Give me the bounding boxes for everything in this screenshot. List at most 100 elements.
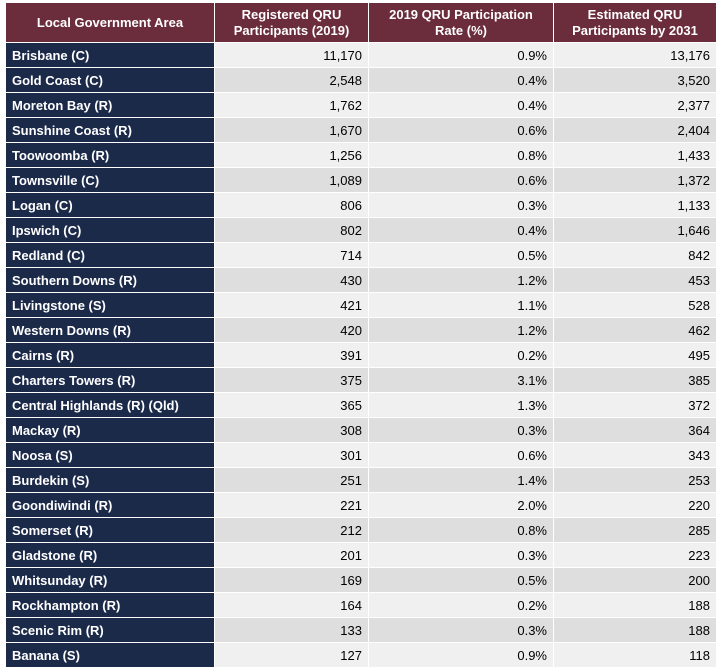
lga-cell: Gladstone (R)	[5, 542, 215, 568]
estimated-cell: 200	[553, 567, 717, 593]
rate-cell: 1.4%	[368, 467, 554, 493]
lga-cell: Mackay (R)	[5, 417, 215, 443]
lga-cell: Livingstone (S)	[5, 292, 215, 318]
estimated-cell: 1,433	[553, 142, 717, 168]
table-row: Ipswich (C) 802 0.4% 1,646	[5, 217, 717, 243]
table-row: Brisbane (C) 11,170 0.9% 13,176	[5, 42, 717, 68]
registered-cell: 365	[214, 392, 369, 418]
rate-cell: 1.1%	[368, 292, 554, 318]
rate-cell: 0.6%	[368, 167, 554, 193]
estimated-cell: 1,372	[553, 167, 717, 193]
lga-cell: Gold Coast (C)	[5, 67, 215, 93]
lga-cell: Moreton Bay (R)	[5, 92, 215, 118]
lga-cell: Burdekin (S)	[5, 467, 215, 493]
estimated-cell: 223	[553, 542, 717, 568]
table-row: Scenic Rim (R) 133 0.3% 188	[5, 617, 717, 643]
table-row: Central Highlands (R) (Qld) 365 1.3% 372	[5, 392, 717, 418]
table-row: Mackay (R) 308 0.3% 364	[5, 417, 717, 443]
table-row: Charters Towers (R) 375 3.1% 385	[5, 367, 717, 393]
estimated-cell: 372	[553, 392, 717, 418]
lga-cell: Rockhampton (R)	[5, 592, 215, 618]
rate-cell: 0.6%	[368, 442, 554, 468]
lga-cell: Scenic Rim (R)	[5, 617, 215, 643]
table-row: Livingstone (S) 421 1.1% 528	[5, 292, 717, 318]
rate-cell: 1.3%	[368, 392, 554, 418]
lga-cell: Charters Towers (R)	[5, 367, 215, 393]
estimated-cell: 220	[553, 492, 717, 518]
registered-cell: 421	[214, 292, 369, 318]
table-row: Rockhampton (R) 164 0.2% 188	[5, 592, 717, 618]
registered-cell: 1,089	[214, 167, 369, 193]
lga-cell: Ipswich (C)	[5, 217, 215, 243]
registered-cell: 308	[214, 417, 369, 443]
rate-cell: 0.9%	[368, 642, 554, 668]
estimated-cell: 495	[553, 342, 717, 368]
table-row: Western Downs (R) 420 1.2% 462	[5, 317, 717, 343]
registered-cell: 430	[214, 267, 369, 293]
estimated-cell: 462	[553, 317, 717, 343]
table-row: Goondiwindi (R) 221 2.0% 220	[5, 492, 717, 518]
estimated-cell: 188	[553, 592, 717, 618]
lga-cell: Western Downs (R)	[5, 317, 215, 343]
registered-cell: 802	[214, 217, 369, 243]
table-row: Banana (S) 127 0.9% 118	[5, 642, 717, 668]
lga-cell: Banana (S)	[5, 642, 215, 668]
table-row: Redland (C) 714 0.5% 842	[5, 242, 717, 268]
registered-cell: 11,170	[214, 42, 369, 68]
registered-cell: 133	[214, 617, 369, 643]
rate-cell: 0.3%	[368, 417, 554, 443]
lga-cell: Redland (C)	[5, 242, 215, 268]
rate-cell: 0.2%	[368, 342, 554, 368]
estimated-cell: 285	[553, 517, 717, 543]
registered-cell: 169	[214, 567, 369, 593]
lga-cell: Noosa (S)	[5, 442, 215, 468]
table-row: Sunshine Coast (R) 1,670 0.6% 2,404	[5, 117, 717, 143]
rate-cell: 0.4%	[368, 92, 554, 118]
lga-cell: Logan (C)	[5, 192, 215, 218]
estimated-cell: 13,176	[553, 42, 717, 68]
rate-cell: 0.3%	[368, 542, 554, 568]
estimated-cell: 385	[553, 367, 717, 393]
header-lga: Local Government Area	[5, 2, 215, 43]
lga-cell: Toowoomba (R)	[5, 142, 215, 168]
estimated-cell: 842	[553, 242, 717, 268]
lga-cell: Whitsunday (R)	[5, 567, 215, 593]
rate-cell: 0.2%	[368, 592, 554, 618]
lga-cell: Brisbane (C)	[5, 42, 215, 68]
lga-cell: Sunshine Coast (R)	[5, 117, 215, 143]
rate-cell: 0.3%	[368, 617, 554, 643]
rate-cell: 0.4%	[368, 217, 554, 243]
table-row: Gladstone (R) 201 0.3% 223	[5, 542, 717, 568]
table-row: Southern Downs (R) 430 1.2% 453	[5, 267, 717, 293]
registered-cell: 127	[214, 642, 369, 668]
lga-cell: Goondiwindi (R)	[5, 492, 215, 518]
rate-cell: 0.3%	[368, 192, 554, 218]
rate-cell: 1.2%	[368, 317, 554, 343]
estimated-cell: 2,404	[553, 117, 717, 143]
table-row: Burdekin (S) 251 1.4% 253	[5, 467, 717, 493]
registered-cell: 164	[214, 592, 369, 618]
lga-cell: Central Highlands (R) (Qld)	[5, 392, 215, 418]
registered-cell: 1,670	[214, 117, 369, 143]
registered-cell: 391	[214, 342, 369, 368]
registered-cell: 212	[214, 517, 369, 543]
table-row: Cairns (R) 391 0.2% 495	[5, 342, 717, 368]
registered-cell: 221	[214, 492, 369, 518]
header-row: Local Government Area Registered QRU Par…	[5, 2, 717, 43]
lga-cell: Southern Downs (R)	[5, 267, 215, 293]
rate-cell: 3.1%	[368, 367, 554, 393]
rate-cell: 0.9%	[368, 42, 554, 68]
registered-cell: 2,548	[214, 67, 369, 93]
registered-cell: 1,762	[214, 92, 369, 118]
registered-cell: 251	[214, 467, 369, 493]
table-row: Somerset (R) 212 0.8% 285	[5, 517, 717, 543]
table-row: Gold Coast (C) 2,548 0.4% 3,520	[5, 67, 717, 93]
rate-cell: 0.5%	[368, 242, 554, 268]
table-row: Moreton Bay (R) 1,762 0.4% 2,377	[5, 92, 717, 118]
estimated-cell: 2,377	[553, 92, 717, 118]
registered-cell: 375	[214, 367, 369, 393]
rate-cell: 0.4%	[368, 67, 554, 93]
rate-cell: 0.6%	[368, 117, 554, 143]
estimated-cell: 1,133	[553, 192, 717, 218]
rate-cell: 0.5%	[368, 567, 554, 593]
